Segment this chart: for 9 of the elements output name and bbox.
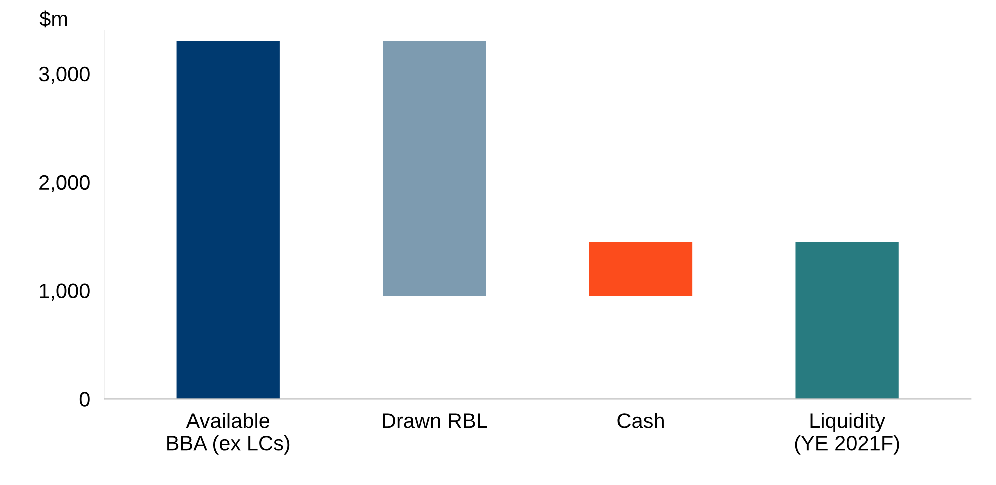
x-tick-label: Liquidity (YE 2021F): [795, 413, 900, 455]
y-tick-label: 3,000: [39, 66, 90, 84]
y-tick-label: 0: [80, 392, 90, 407]
x-tick-label: Cash: [618, 413, 664, 428]
y-tick-label: 2,000: [40, 175, 90, 193]
y-tick-label: 1,000: [40, 284, 90, 301]
y-axis-title: $m: [40, 10, 68, 28]
x-tick-label: Available BBA (ex LCs): [168, 413, 290, 455]
x-tick-label: Drawn RBL: [383, 414, 488, 428]
